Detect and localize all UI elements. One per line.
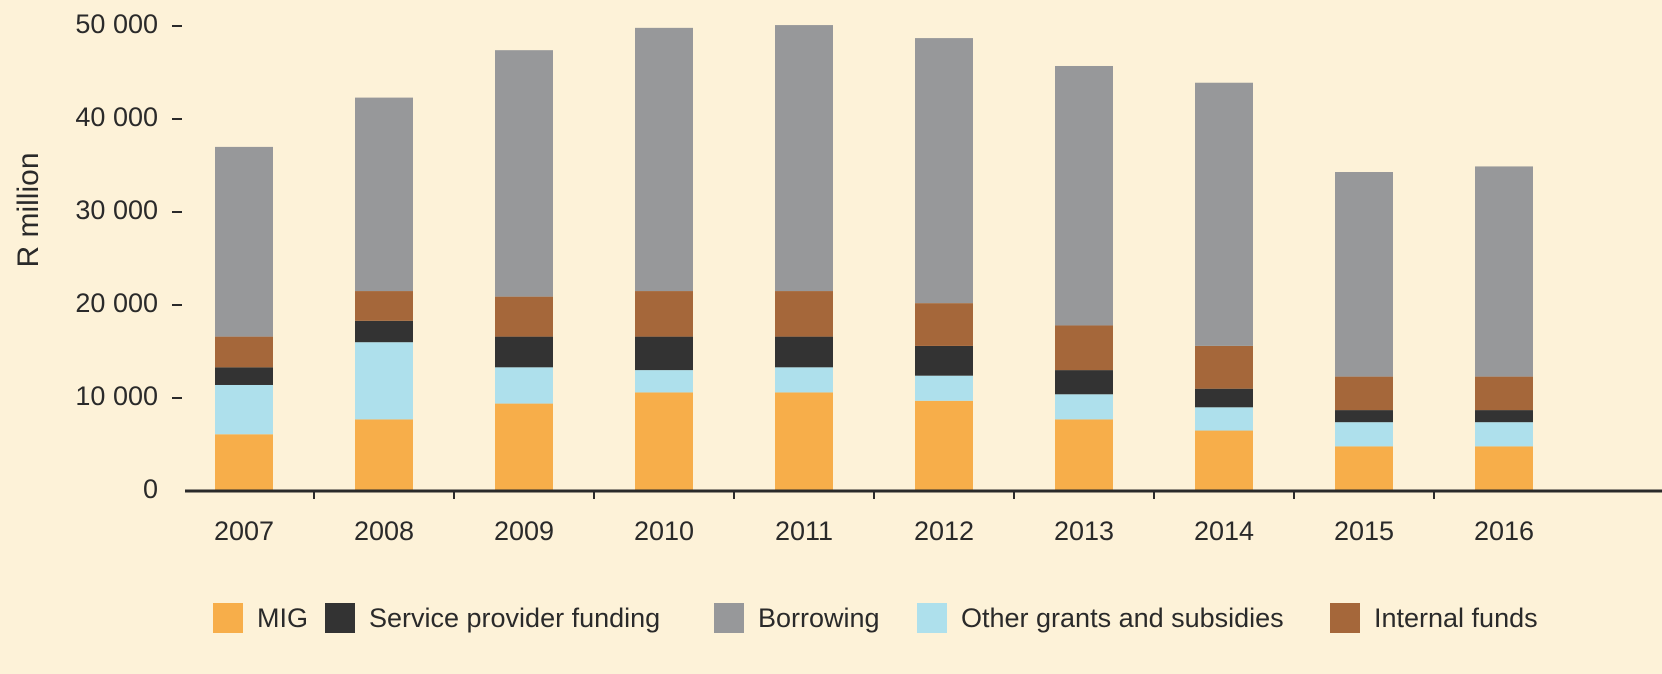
bar-segment	[1335, 422, 1393, 447]
bar-segment	[635, 27, 693, 292]
bar-segment	[495, 50, 553, 297]
y-tick-label: 10 000	[75, 381, 158, 411]
bar-segment	[775, 367, 833, 393]
x-tick-label: 2012	[914, 516, 974, 546]
bar-segment	[1475, 376, 1533, 411]
bar-segment	[215, 367, 273, 385]
bar-segment	[775, 336, 833, 368]
y-tick-label: 0	[143, 474, 158, 504]
bar-segment	[915, 345, 973, 376]
bar-segment	[1195, 345, 1253, 389]
legend-label: Other grants and subsidies	[961, 603, 1284, 633]
bar-segment	[1475, 410, 1533, 423]
legend-swatch	[917, 603, 947, 633]
y-tick-label: 40 000	[75, 102, 158, 132]
legend-label: Borrowing	[758, 603, 880, 633]
bar-segment	[355, 97, 413, 292]
x-tick-label: 2015	[1334, 516, 1394, 546]
bar-segment	[775, 392, 833, 491]
bar-segment	[635, 370, 693, 393]
x-tick-label: 2009	[494, 516, 554, 546]
legend-swatch	[325, 603, 355, 633]
bar-segment	[215, 434, 273, 491]
bar-segment	[775, 291, 833, 337]
bar-segment	[1195, 407, 1253, 431]
y-tick-label: 30 000	[75, 195, 158, 225]
bar-segment	[1055, 419, 1113, 491]
bar-segment	[355, 342, 413, 420]
bar-segment	[1335, 446, 1393, 491]
legend-swatch	[1330, 603, 1360, 633]
x-tick-label: 2011	[775, 516, 833, 546]
legend-label: Internal funds	[1374, 603, 1538, 633]
bar-segment	[1475, 166, 1533, 377]
y-tick-label: 50 000	[75, 9, 158, 39]
x-tick-label: 2008	[354, 516, 414, 546]
bar-segment	[1195, 430, 1253, 491]
bar-segment	[215, 146, 273, 337]
bar-segment	[915, 400, 973, 491]
bar-segment	[635, 291, 693, 337]
bar-segment	[1055, 370, 1113, 395]
bar-segment	[1055, 65, 1113, 326]
bar-segment	[495, 403, 553, 491]
x-tick-label: 2010	[634, 516, 694, 546]
y-tick-label: 20 000	[75, 288, 158, 318]
x-tick-label: 2007	[214, 516, 274, 546]
x-tick-label: 2013	[1054, 516, 1114, 546]
bar-segment	[915, 303, 973, 346]
x-tick-label: 2016	[1474, 516, 1534, 546]
bar-segment	[635, 392, 693, 491]
bar-segment	[215, 384, 273, 435]
bar-segment	[1475, 446, 1533, 491]
bar-segment	[355, 320, 413, 343]
bar-segment	[1195, 82, 1253, 346]
legend-swatch	[213, 603, 243, 633]
bar-segment	[915, 375, 973, 401]
bar-segment	[775, 25, 833, 292]
bar-segment	[495, 336, 553, 368]
bar-segment	[215, 336, 273, 368]
bar-segment	[1195, 388, 1253, 408]
bar-segment	[355, 291, 413, 321]
bar-segment	[355, 419, 413, 491]
bar-segment	[1335, 410, 1393, 423]
bar-segment	[1475, 422, 1533, 447]
y-axis-label: R million	[12, 152, 45, 267]
legend-swatch	[714, 603, 744, 633]
bar-segment	[915, 38, 973, 304]
legend-label: Service provider funding	[369, 603, 660, 633]
legend-label: MIG	[257, 603, 308, 633]
x-tick-label: 2014	[1194, 516, 1254, 546]
bar-segment	[635, 336, 693, 371]
bar-segment	[1335, 376, 1393, 411]
bar-segment	[1055, 394, 1113, 420]
bar-segment	[495, 367, 553, 404]
bar-segment	[495, 296, 553, 337]
bar-segment	[1055, 325, 1113, 371]
bar-segment	[1335, 172, 1393, 377]
